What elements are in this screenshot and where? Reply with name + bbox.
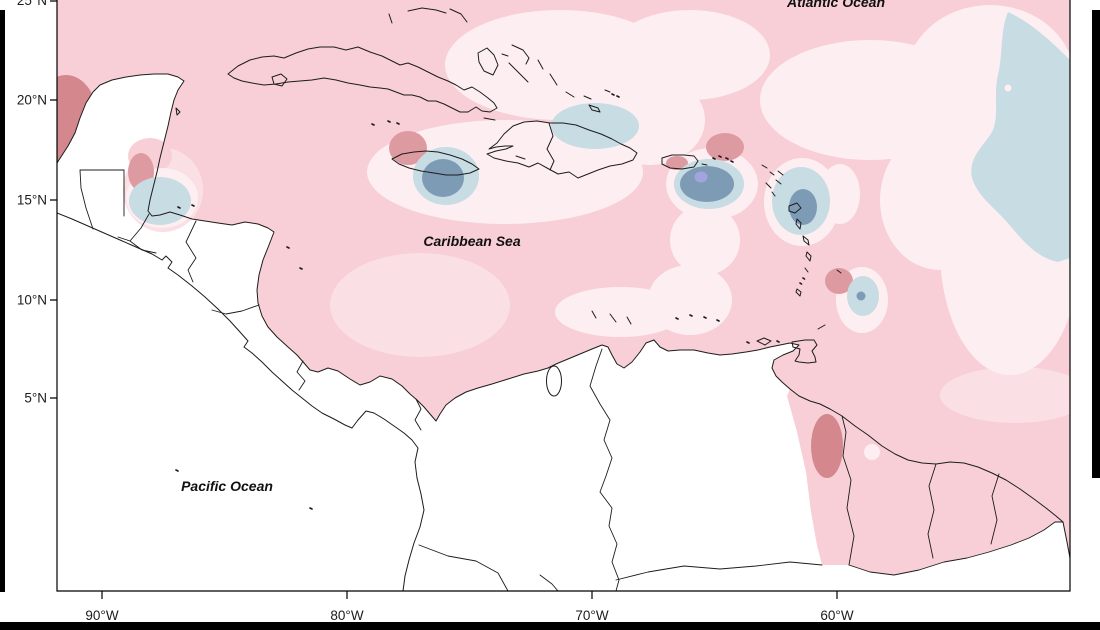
x-tick-60w: 60°W <box>820 608 853 623</box>
guianas-land-shading <box>787 389 1063 575</box>
tortuga-outline <box>483 117 496 121</box>
right-border-bar <box>1092 10 1100 478</box>
vieques-outline <box>701 163 708 166</box>
pacific-ocean-label: Pacific Ocean <box>181 478 273 494</box>
puerto-rico-outline <box>661 154 699 170</box>
abc-islands-outlines <box>591 310 632 325</box>
x-tick-80w: 80°W <box>330 608 363 623</box>
y-tick-25n: 25°N <box>17 0 47 8</box>
x-axis-ticks <box>101 591 838 599</box>
margarita-outline <box>756 337 772 346</box>
atlantic-ocean-label: Atlantic Ocean <box>786 0 885 10</box>
near-zero-speck <box>1004 84 1012 92</box>
lake-maracaibo-outline <box>546 365 562 397</box>
y-tick-20n: 20°N <box>17 93 47 108</box>
y-tick-5n: 5°N <box>24 391 47 406</box>
left-border-bar <box>0 10 5 592</box>
contour-negative-weak <box>413 12 1070 316</box>
plot-frame <box>56 0 1071 592</box>
x-axis: 90°W 80°W 70°W 60°W <box>85 591 854 623</box>
bottom-border-bar <box>0 622 1100 630</box>
contour-negative-strong <box>694 171 708 183</box>
trinidad-outline <box>791 339 818 364</box>
isla-juventud-outline <box>271 73 288 87</box>
y-axis-ticks <box>50 0 57 399</box>
bahamas-outlines <box>388 7 611 113</box>
contour-negative-moderate <box>422 159 866 301</box>
haiti-dr-border <box>546 122 555 171</box>
x-tick-70w: 70°W <box>575 608 608 623</box>
country-borders <box>79 169 1064 591</box>
belize-land-shading <box>123 138 203 232</box>
x-tick-90w: 90°W <box>85 608 118 623</box>
window-border-artifacts <box>0 10 1100 630</box>
cuba-outline <box>227 46 498 113</box>
y-tick-15n: 15°N <box>17 193 47 208</box>
y-tick-10n: 10°N <box>17 293 47 308</box>
caribbean-sea-label: Caribbean Sea <box>423 233 520 249</box>
jamaica-outline <box>391 150 480 176</box>
lesser-antilles-outlines <box>761 164 842 330</box>
hispaniola-outline <box>486 120 638 179</box>
islet-specks <box>175 93 806 510</box>
pacific-coastline <box>57 212 425 591</box>
cozumel-outline <box>175 107 181 116</box>
gonave-outline <box>515 155 526 160</box>
contour-positive-moderate <box>389 131 853 294</box>
coastlines <box>57 7 1070 591</box>
caribbean-coastline <box>57 73 1070 559</box>
map-plot-area: Atlantic Ocean Caribbean Sea Pacific Oce… <box>57 0 1070 591</box>
y-axis: 25°N 20°N 15°N 10°N 5°N <box>17 0 57 406</box>
